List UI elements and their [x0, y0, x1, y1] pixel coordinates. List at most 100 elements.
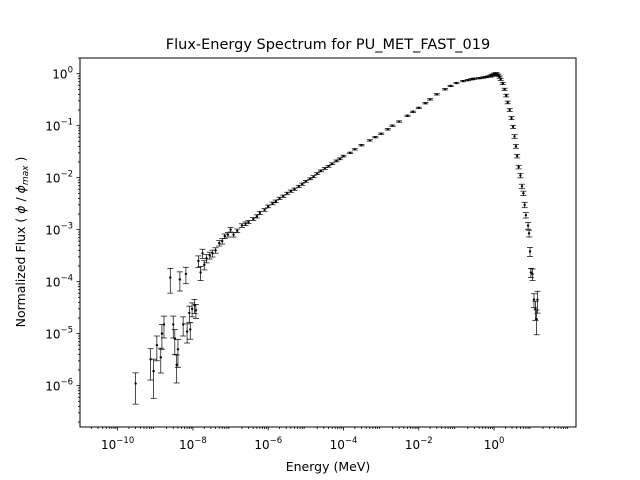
data-point — [330, 162, 334, 165]
y-tick-label-exp: 0 — [68, 66, 73, 76]
y-tick-label-exp: −6 — [60, 378, 73, 388]
data-point — [379, 132, 383, 135]
data-point — [524, 213, 528, 217]
data-point — [529, 271, 533, 274]
x-tick-label-exp: −4 — [345, 436, 358, 446]
data-point — [188, 311, 191, 315]
data-point — [218, 241, 221, 245]
data-point — [293, 187, 296, 191]
data-point — [517, 165, 520, 169]
data-point — [353, 148, 357, 151]
data-point — [461, 79, 465, 83]
x-tick-label: 100 — [484, 436, 505, 452]
y-axis-label-phi-2: ϕ — [13, 185, 28, 193]
data-point — [226, 233, 230, 236]
y-tick-label-base: 10 — [45, 380, 60, 394]
data-point — [289, 189, 293, 193]
data-point — [406, 114, 409, 117]
data-point — [267, 205, 270, 208]
x-tick-label-exp: 0 — [499, 436, 504, 446]
data-point — [531, 272, 534, 276]
data-point — [374, 135, 377, 139]
data-point — [232, 233, 235, 236]
data-point — [263, 208, 266, 212]
data-point — [189, 328, 192, 331]
data-point — [501, 82, 504, 85]
data-point — [338, 157, 342, 161]
data-point — [515, 154, 519, 158]
data-point — [155, 343, 159, 347]
y-tick-label-exp: −3 — [60, 222, 73, 232]
y-tick-label: 10−6 — [45, 378, 73, 394]
data-point — [506, 101, 509, 104]
x-tick-label-base: 10 — [405, 438, 420, 452]
data-point — [503, 88, 506, 91]
data-point — [319, 169, 323, 173]
x-tick-label-exp: −2 — [420, 436, 433, 446]
y-tick-label-base: 10 — [45, 224, 60, 238]
data-point — [176, 348, 180, 351]
y-axis-label-sub: max — [21, 165, 31, 185]
data-point — [424, 102, 427, 105]
plot-frame — [79, 57, 577, 428]
data-point — [536, 298, 539, 301]
data-point — [149, 358, 152, 361]
data-point — [173, 337, 177, 340]
data-point — [308, 177, 312, 180]
data-point — [428, 98, 432, 101]
data-point — [301, 182, 304, 186]
y-tick-label-exp: −4 — [60, 274, 73, 284]
data-point — [487, 75, 490, 78]
data-point — [368, 139, 372, 142]
data-point — [152, 369, 155, 373]
x-tick-label-base: 10 — [101, 438, 116, 452]
y-tick-label-exp: −2 — [60, 170, 73, 180]
y-axis-label-phi: ϕ — [13, 205, 28, 213]
data-point — [523, 203, 526, 207]
y-tick-label: 10−2 — [45, 170, 73, 186]
data-point — [449, 84, 452, 88]
data-point — [514, 145, 518, 148]
data-point — [435, 93, 438, 96]
y-tick-label: 10−5 — [45, 326, 73, 342]
data-point — [510, 116, 513, 120]
data-point — [335, 159, 338, 163]
y-tick-label-base: 10 — [45, 276, 60, 290]
data-point — [455, 81, 458, 85]
data-point — [223, 234, 226, 238]
data-point — [443, 88, 447, 91]
y-tick-label: 10−1 — [45, 118, 73, 134]
x-tick-label: 10−10 — [101, 436, 134, 452]
data-point — [327, 165, 330, 168]
data-point — [134, 382, 137, 385]
data-point — [286, 192, 289, 195]
y-tick-label-base: 10 — [45, 172, 60, 186]
data-point — [304, 180, 308, 183]
data-point — [519, 174, 522, 177]
data-point — [178, 278, 182, 281]
data-point — [534, 307, 537, 311]
data-point — [229, 228, 232, 231]
data-point — [190, 307, 194, 311]
data-point — [221, 239, 224, 243]
data-point — [508, 108, 511, 112]
x-tick-label-exp: −8 — [194, 436, 207, 446]
data-point — [391, 124, 394, 127]
data-point — [159, 356, 162, 359]
data-point — [312, 175, 315, 178]
data-point — [208, 254, 211, 257]
data-point — [184, 272, 188, 276]
data-point — [185, 330, 189, 333]
data-point — [244, 222, 247, 225]
data-point — [169, 276, 172, 279]
x-tick-label: 10−2 — [405, 436, 433, 452]
data-point — [505, 94, 508, 97]
data-point — [348, 151, 352, 155]
y-tick-label-exp: −1 — [60, 118, 73, 128]
data-point — [498, 75, 501, 79]
data-point — [411, 110, 415, 113]
chart-title: Flux-Energy Spectrum for PU_MET_FAST_019 — [166, 37, 490, 53]
y-axis-label-post: ) — [13, 157, 28, 166]
data-point — [532, 298, 536, 301]
y-tick-label: 10−3 — [45, 222, 73, 238]
